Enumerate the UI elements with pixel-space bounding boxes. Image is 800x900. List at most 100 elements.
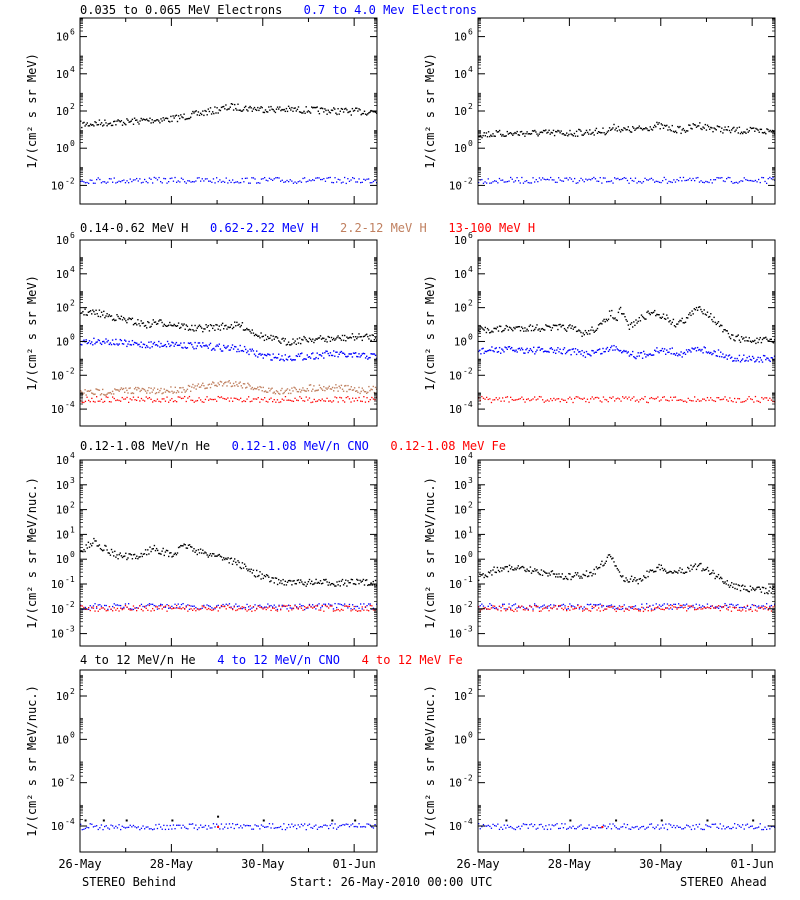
data-point xyxy=(710,313,712,315)
data-point xyxy=(759,336,761,339)
data-point xyxy=(574,572,577,574)
title-row2-0: 0.14-0.62 MeV H xyxy=(80,221,188,235)
data-point xyxy=(358,823,360,825)
data-point xyxy=(562,603,565,606)
data-point xyxy=(85,339,87,341)
data-point xyxy=(647,129,649,132)
data-point xyxy=(181,545,183,547)
data-point xyxy=(541,574,544,576)
data-point xyxy=(207,347,209,349)
data-point xyxy=(177,603,179,605)
data-point xyxy=(286,359,289,361)
data-point xyxy=(107,339,109,342)
data-point xyxy=(500,400,502,402)
data-point xyxy=(684,571,687,574)
data-point xyxy=(771,357,774,359)
data-point xyxy=(155,400,157,402)
data-point xyxy=(164,605,167,607)
data-point xyxy=(149,392,151,394)
data-point xyxy=(150,828,152,830)
data-point xyxy=(522,606,525,608)
data-point xyxy=(586,353,589,355)
data-point xyxy=(604,562,606,564)
data-point xyxy=(129,387,131,389)
data-point xyxy=(760,359,763,361)
data-point xyxy=(608,554,611,556)
data-point xyxy=(124,603,127,605)
data-point xyxy=(547,131,549,134)
data-point xyxy=(297,181,299,183)
data-point xyxy=(625,350,627,352)
data-point xyxy=(753,357,755,360)
data-point xyxy=(663,176,665,179)
data-point xyxy=(149,117,151,119)
data-point xyxy=(570,398,573,400)
data-point xyxy=(347,396,349,398)
data-point xyxy=(176,325,179,327)
data-point xyxy=(718,126,721,128)
data-point xyxy=(210,349,213,351)
y-tick-exponent: -4 xyxy=(65,400,75,409)
data-point xyxy=(170,552,172,554)
data-point xyxy=(275,609,277,611)
data-point xyxy=(185,118,187,120)
y-tick-base: 10 xyxy=(56,454,69,467)
series-2 xyxy=(478,395,775,404)
data-point xyxy=(269,109,271,111)
data-point xyxy=(486,182,488,184)
data-point xyxy=(478,579,480,582)
data-point xyxy=(293,579,295,582)
data-point xyxy=(526,347,528,350)
data-point xyxy=(300,181,303,183)
data-point xyxy=(715,129,717,131)
data-point xyxy=(92,309,94,311)
data-point xyxy=(297,607,299,609)
data-point xyxy=(276,357,279,359)
data-point xyxy=(100,343,103,346)
plot-frame xyxy=(79,669,378,853)
data-point xyxy=(670,352,672,355)
data-point xyxy=(307,341,310,343)
data-point xyxy=(342,181,344,183)
data-point xyxy=(289,399,291,402)
data-point xyxy=(80,550,82,552)
data-point xyxy=(180,397,183,400)
data-point xyxy=(252,332,255,334)
data-point xyxy=(351,356,354,358)
data-point xyxy=(561,324,563,327)
data-point xyxy=(308,578,311,581)
data-point xyxy=(555,576,557,578)
data-point xyxy=(514,399,517,401)
data-point xyxy=(652,311,655,313)
data-point xyxy=(217,180,219,183)
data-point xyxy=(732,334,734,336)
data-point xyxy=(548,572,550,574)
data-point xyxy=(103,549,105,551)
data-point xyxy=(119,552,121,554)
data-point xyxy=(703,346,705,348)
data-point xyxy=(81,312,83,314)
data-point xyxy=(647,401,649,404)
data-point xyxy=(130,554,132,556)
y-tick-exponent: 2 xyxy=(468,501,473,510)
data-point xyxy=(682,127,684,130)
series-1 xyxy=(478,176,775,184)
data-point xyxy=(256,569,258,572)
data-point xyxy=(570,605,573,607)
data-point xyxy=(590,355,592,357)
data-point xyxy=(289,344,291,346)
data-point xyxy=(509,348,512,350)
data-point xyxy=(772,400,774,403)
data-point xyxy=(658,122,660,124)
data-point xyxy=(139,828,141,831)
data-point xyxy=(246,398,248,400)
data-point xyxy=(370,582,372,584)
data-point xyxy=(725,354,727,356)
data-point xyxy=(339,337,341,340)
data-point xyxy=(668,400,670,402)
data-point xyxy=(734,606,736,608)
data-point xyxy=(313,179,315,182)
data-point xyxy=(122,121,125,124)
data-point xyxy=(641,357,644,359)
data-point xyxy=(254,609,256,612)
